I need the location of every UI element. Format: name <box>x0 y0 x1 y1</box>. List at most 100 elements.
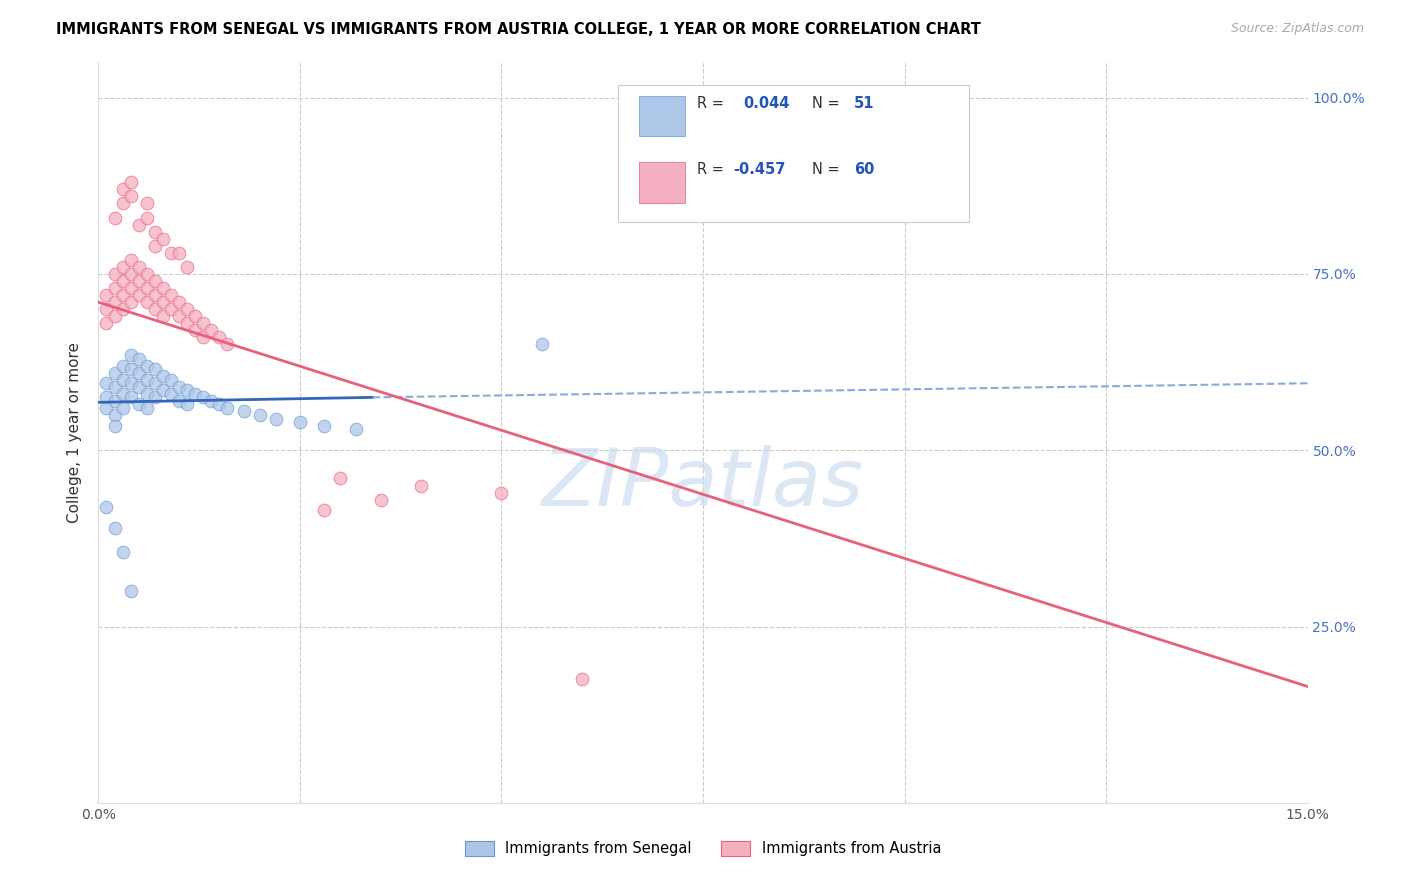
Point <box>135 281 157 295</box>
Text: ZIPatlas: ZIPatlas <box>541 445 865 524</box>
Point <box>160 302 183 317</box>
Point <box>314 418 336 433</box>
Point <box>120 348 142 362</box>
Text: N =: N = <box>811 162 844 178</box>
Legend: Immigrants from Senegal, Immigrants from Austria: Immigrants from Senegal, Immigrants from… <box>458 835 948 863</box>
Point <box>160 387 183 401</box>
Point <box>491 485 513 500</box>
FancyBboxPatch shape <box>619 85 969 221</box>
Point <box>143 225 166 239</box>
Point <box>184 310 207 324</box>
Point <box>96 401 118 415</box>
Point <box>167 245 190 260</box>
Point <box>217 401 239 415</box>
Point <box>96 316 118 330</box>
Point <box>184 387 207 401</box>
Point <box>176 384 198 398</box>
Point <box>152 384 174 398</box>
Point <box>193 316 215 330</box>
Point <box>135 387 157 401</box>
Point <box>314 503 336 517</box>
Point <box>135 267 157 281</box>
Point <box>193 330 215 344</box>
Point <box>103 408 125 422</box>
Point <box>111 373 134 387</box>
Point <box>143 302 166 317</box>
Point <box>120 390 142 404</box>
Point <box>184 323 207 337</box>
Point <box>96 376 118 391</box>
Point <box>530 337 553 351</box>
Point <box>111 359 134 373</box>
Text: -0.457: -0.457 <box>734 162 786 178</box>
Y-axis label: College, 1 year or more: College, 1 year or more <box>67 343 83 523</box>
Point <box>152 369 174 384</box>
Point <box>111 196 134 211</box>
Point <box>103 211 125 225</box>
Point <box>96 302 118 317</box>
Point <box>103 380 125 394</box>
Point <box>120 267 142 281</box>
Point <box>135 359 157 373</box>
FancyBboxPatch shape <box>638 162 685 203</box>
Point <box>143 239 166 253</box>
Point <box>200 393 222 408</box>
Point <box>152 281 174 295</box>
Point <box>135 196 157 211</box>
Text: N =: N = <box>811 95 844 111</box>
Point <box>128 380 150 394</box>
Point <box>128 397 150 411</box>
Point <box>111 401 134 415</box>
Point <box>344 422 367 436</box>
Point <box>135 295 157 310</box>
Text: Source: ZipAtlas.com: Source: ZipAtlas.com <box>1230 22 1364 36</box>
Point <box>409 478 432 492</box>
Point <box>143 274 166 288</box>
Point <box>249 408 271 422</box>
Point <box>120 295 142 310</box>
Point <box>232 404 254 418</box>
Point <box>143 362 166 376</box>
Point <box>571 673 593 687</box>
Point <box>264 411 287 425</box>
Point <box>111 260 134 274</box>
Point <box>143 288 166 302</box>
Point <box>111 545 134 559</box>
Point <box>329 471 352 485</box>
Point <box>96 390 118 404</box>
Point <box>96 500 118 514</box>
Point <box>152 295 174 310</box>
Text: 51: 51 <box>855 95 875 111</box>
Point <box>135 373 157 387</box>
Point <box>160 373 183 387</box>
Text: 60: 60 <box>855 162 875 178</box>
Text: IMMIGRANTS FROM SENEGAL VS IMMIGRANTS FROM AUSTRIA COLLEGE, 1 YEAR OR MORE CORRE: IMMIGRANTS FROM SENEGAL VS IMMIGRANTS FR… <box>56 22 981 37</box>
Point <box>208 330 231 344</box>
Point <box>167 380 190 394</box>
FancyBboxPatch shape <box>638 95 685 136</box>
Point <box>120 252 142 267</box>
Point <box>208 397 231 411</box>
Point <box>120 281 142 295</box>
Point <box>103 267 125 281</box>
Point <box>103 295 125 310</box>
Point <box>120 189 142 203</box>
Point <box>152 310 174 324</box>
Point <box>120 175 142 189</box>
Text: R =: R = <box>697 162 728 178</box>
Point <box>167 295 190 310</box>
Point <box>120 584 142 599</box>
Point <box>217 337 239 351</box>
Point <box>193 390 215 404</box>
Point <box>103 366 125 380</box>
Text: R =: R = <box>697 95 728 111</box>
Point <box>128 288 150 302</box>
Point <box>167 393 190 408</box>
Point <box>128 218 150 232</box>
Point <box>120 362 142 376</box>
Point <box>111 182 134 196</box>
Point <box>135 211 157 225</box>
Point <box>135 401 157 415</box>
Point <box>143 390 166 404</box>
Point <box>111 302 134 317</box>
